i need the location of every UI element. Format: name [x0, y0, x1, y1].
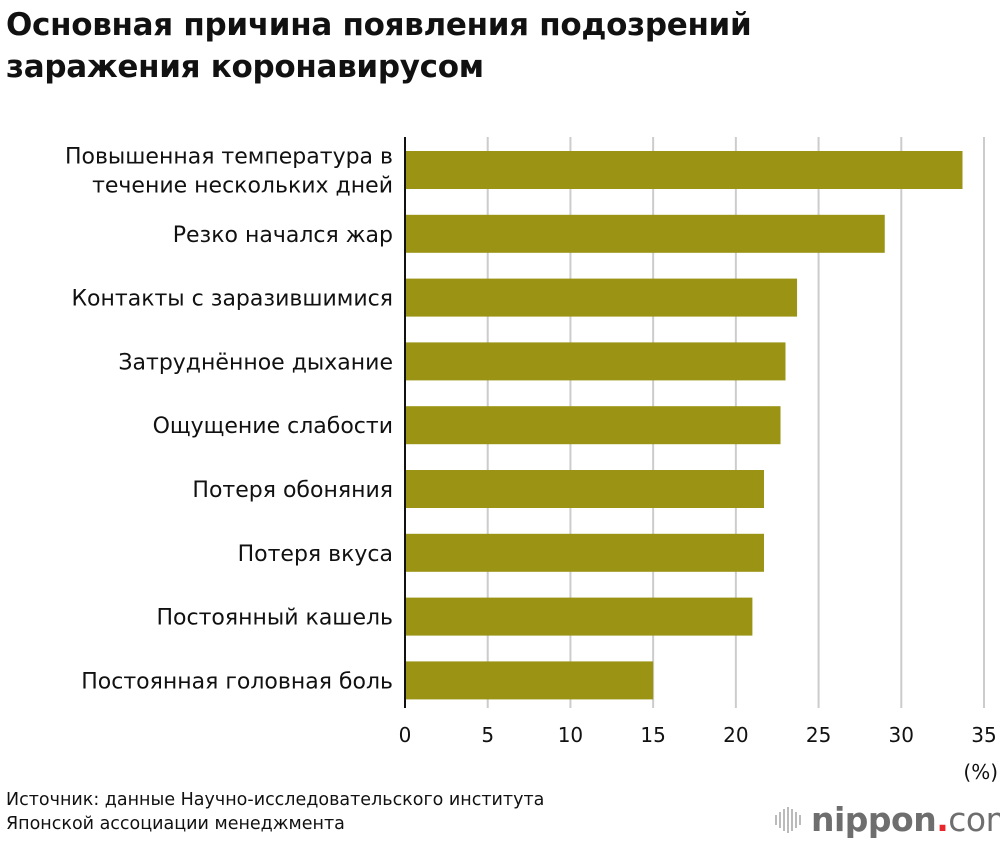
- x-tick-label: 20: [723, 723, 748, 747]
- bar: [405, 470, 764, 508]
- category-label: Ощущение слабости: [153, 414, 393, 439]
- logo-bars-icon: [775, 806, 801, 833]
- logo-dot: .: [936, 800, 949, 839]
- bar: [405, 342, 786, 381]
- category-label: Резко начался жар: [173, 223, 393, 248]
- x-tick-label: 0: [399, 723, 412, 747]
- bar: [405, 597, 753, 636]
- x-tick-label: 25: [806, 723, 831, 747]
- x-tick-label: 15: [640, 723, 665, 747]
- bar: [405, 406, 781, 445]
- logo-name: nippon: [811, 800, 937, 839]
- title-line: Основная причина появления подозрений: [6, 7, 752, 43]
- category-label: Повышенная температура в: [65, 145, 393, 170]
- category-label: течение нескольких дней: [92, 174, 393, 199]
- source-line: Японской ассоциации менеджмента: [6, 814, 345, 834]
- category-label: Потеря обоняния: [192, 478, 393, 503]
- category-label: Потеря вкуса: [238, 542, 393, 567]
- bar: [405, 661, 654, 700]
- logo-suffix: com: [948, 800, 1000, 839]
- x-unit-label: (%): [963, 760, 998, 784]
- x-tick-label: 10: [558, 723, 583, 747]
- x-tick-label: 35: [971, 723, 996, 747]
- chart-title: Основная причина появления подозрений за…: [6, 4, 752, 88]
- title-line: заражения коронавирусом: [6, 49, 484, 85]
- category-label: Постоянная головная боль: [81, 669, 393, 694]
- bar: [405, 151, 963, 189]
- bar: [405, 533, 764, 572]
- x-tick-label: 30: [889, 723, 914, 747]
- category-label: Контакты с заразившимися: [71, 287, 393, 312]
- x-tick-label: 5: [481, 723, 494, 747]
- source-line: Источник: данные Научно-исследовательско…: [6, 790, 545, 810]
- source-note: Источник: данные Научно-исследовательско…: [6, 788, 544, 836]
- bar: [405, 214, 885, 253]
- category-label: Затруднённое дыхание: [118, 350, 393, 375]
- nippon-logo: nippon.com: [775, 800, 1000, 839]
- bar: [405, 278, 798, 317]
- category-label: Постоянный кашель: [157, 606, 394, 631]
